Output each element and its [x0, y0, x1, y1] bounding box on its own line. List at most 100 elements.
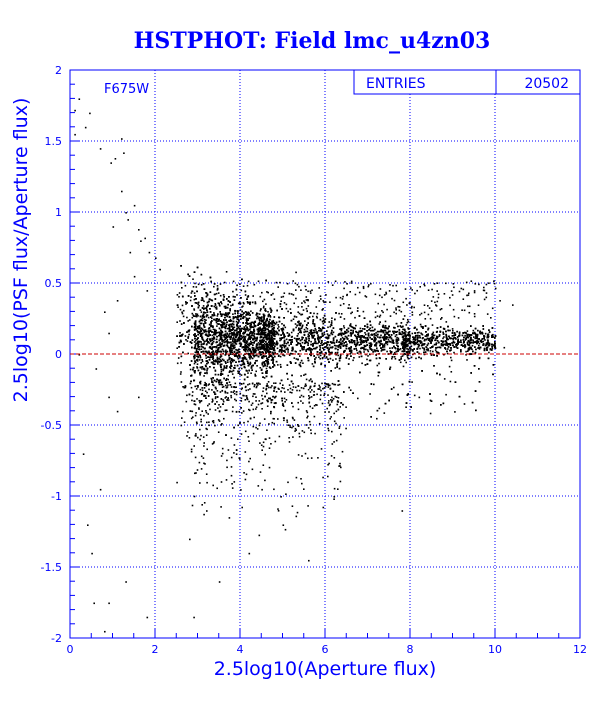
- data-point: [450, 349, 452, 351]
- data-point: [353, 357, 355, 359]
- data-point: [148, 251, 151, 254]
- data-point: [226, 342, 229, 345]
- data-point: [438, 346, 441, 348]
- data-point: [219, 335, 221, 337]
- data-point: [231, 338, 234, 340]
- data-point: [282, 524, 285, 526]
- data-point: [273, 386, 276, 388]
- data-point: [146, 290, 149, 292]
- data-point: [228, 336, 230, 338]
- data-point: [99, 148, 102, 150]
- data-point: [262, 300, 264, 303]
- data-point: [287, 351, 289, 353]
- data-point: [312, 344, 315, 346]
- data-point: [217, 358, 219, 361]
- data-point: [237, 318, 240, 321]
- data-point: [210, 351, 213, 354]
- data-point: [256, 359, 258, 362]
- data-point: [265, 343, 267, 346]
- data-point: [319, 357, 321, 360]
- data-point: [186, 316, 188, 319]
- data-point: [244, 358, 246, 360]
- data-point: [121, 190, 123, 193]
- data-point: [407, 340, 409, 342]
- data-point: [214, 306, 217, 309]
- data-point: [399, 348, 402, 350]
- data-point: [388, 336, 391, 339]
- data-point: [252, 352, 255, 354]
- data-point: [300, 375, 302, 377]
- data-point: [315, 356, 317, 359]
- data-point: [429, 412, 432, 415]
- data-point: [219, 354, 222, 356]
- data-point: [325, 346, 327, 348]
- data-point: [295, 358, 298, 360]
- data-point: [386, 333, 389, 335]
- data-point: [373, 349, 375, 351]
- data-point: [408, 342, 410, 345]
- data-point: [272, 360, 274, 363]
- data-point: [240, 342, 242, 344]
- data-point: [398, 348, 401, 351]
- data-point: [470, 341, 473, 344]
- data-point: [244, 294, 247, 296]
- data-point: [228, 358, 230, 361]
- data-point: [308, 559, 310, 562]
- data-point: [330, 331, 333, 334]
- data-point: [195, 421, 198, 424]
- data-point: [321, 340, 323, 342]
- data-point: [211, 398, 214, 401]
- data-point: [216, 390, 219, 392]
- data-point: [215, 321, 218, 324]
- data-point: [246, 341, 249, 343]
- data-point: [334, 367, 337, 369]
- data-point: [245, 324, 247, 327]
- data-point: [381, 349, 383, 351]
- data-point: [392, 353, 395, 356]
- data-point: [213, 313, 215, 316]
- data-point: [248, 353, 251, 355]
- data-point: [401, 350, 403, 353]
- data-point: [375, 350, 378, 352]
- data-point: [318, 329, 320, 332]
- data-point: [346, 343, 348, 346]
- data-point: [261, 394, 263, 397]
- data-point: [406, 348, 408, 350]
- data-point: [310, 340, 312, 343]
- data-point: [179, 320, 181, 322]
- data-point: [314, 340, 316, 342]
- data-point: [262, 347, 264, 350]
- data-point: [207, 384, 210, 386]
- data-point: [212, 384, 215, 387]
- data-point: [200, 341, 202, 343]
- data-point: [290, 341, 292, 344]
- data-point: [219, 391, 222, 393]
- data-point: [256, 354, 258, 357]
- data-point: [322, 387, 324, 390]
- data-point: [196, 355, 198, 357]
- data-point: [233, 331, 235, 333]
- data-point: [310, 333, 312, 335]
- data-point: [211, 334, 214, 337]
- data-point: [272, 342, 274, 345]
- data-point: [349, 389, 352, 391]
- data-point: [379, 314, 382, 317]
- data-point: [328, 321, 330, 323]
- data-point: [232, 316, 235, 318]
- data-point: [213, 359, 215, 362]
- data-point: [187, 320, 189, 322]
- data-point: [91, 552, 93, 555]
- data-point: [223, 417, 225, 420]
- data-point: [280, 348, 283, 351]
- x-tick-label: 10: [488, 643, 502, 656]
- data-point: [388, 340, 391, 343]
- data-point: [281, 323, 283, 325]
- data-point: [199, 374, 201, 376]
- data-point: [250, 322, 252, 325]
- data-point: [271, 346, 274, 349]
- data-point: [246, 340, 248, 342]
- data-point: [201, 368, 203, 370]
- data-point: [339, 332, 341, 335]
- data-point: [125, 581, 127, 583]
- data-point: [347, 334, 350, 337]
